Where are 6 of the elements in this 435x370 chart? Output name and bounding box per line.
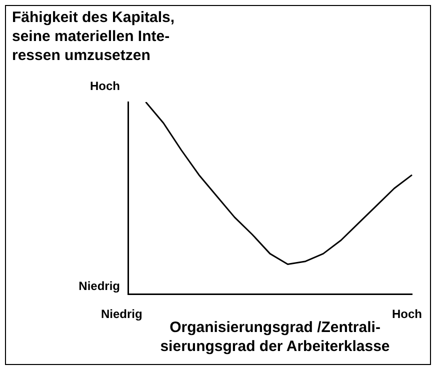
chart-title: Fähigkeit des Kapitals, seine materiellen Inte- ressen umzusetzen (12, 8, 175, 65)
text: Niedrig (78, 279, 120, 293)
text: Hoch (90, 79, 120, 93)
x-axis-title: Organisierungsgrad /Zentrali- sierungsgrad der Arbeiterklasse (160, 319, 390, 355)
text: Niedrig (101, 307, 142, 321)
text: Hoch (392, 307, 422, 321)
